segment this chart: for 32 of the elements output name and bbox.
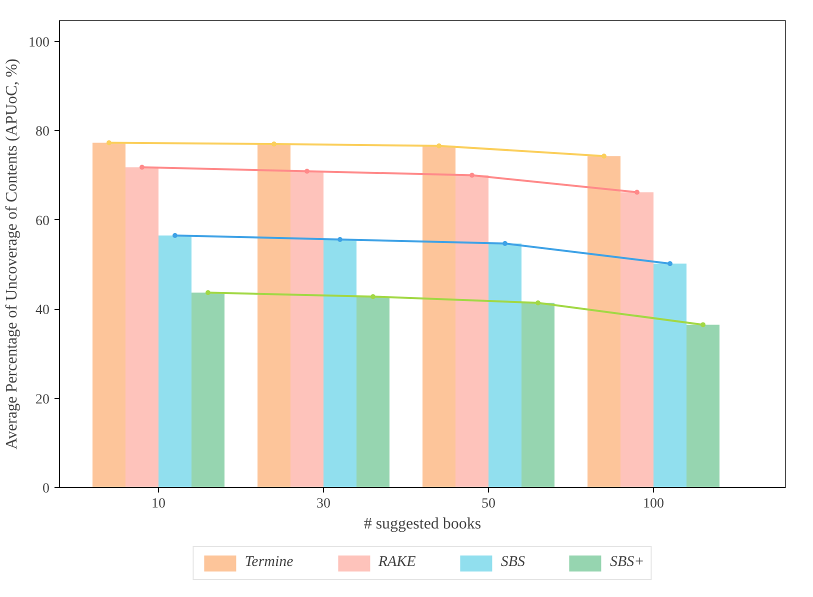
bar: [290, 171, 324, 488]
bar: [422, 146, 456, 488]
x-tick-label: 30: [316, 496, 330, 512]
y-tick-label: 60: [36, 214, 50, 229]
bar: [258, 144, 290, 488]
x-tick-label: 100: [643, 496, 664, 512]
legend-label: SBS: [500, 554, 525, 571]
legend-label: RAKE: [378, 554, 416, 571]
bar: [324, 240, 356, 488]
bar: [654, 264, 686, 488]
y-tick-label: 80: [36, 124, 50, 140]
bar: [92, 142, 126, 488]
legend-label: SBS+: [610, 554, 644, 571]
bar: [456, 175, 488, 488]
legend-label: Termine: [244, 554, 294, 571]
y-tick-label: 100: [28, 35, 50, 50]
bar: [588, 156, 620, 488]
y-axis-title: Average Percentage of Uncoverage of Contents (APUoC, %): [4, 58, 20, 450]
bar: [686, 324, 720, 488]
x-tick-label: 50: [482, 496, 496, 512]
bar: [126, 167, 158, 488]
bar: [620, 192, 654, 488]
x-axis-title: # suggested books: [364, 516, 482, 532]
bar: [192, 292, 224, 488]
bar: [158, 235, 192, 488]
y-tick-label: 40: [36, 303, 50, 318]
bar: [488, 244, 522, 488]
y-tick-label: 20: [36, 392, 50, 408]
bar: [356, 296, 390, 488]
x-tick-label: 10: [152, 496, 166, 512]
y-tick-label: 0: [42, 482, 50, 496]
bar: [522, 302, 554, 488]
